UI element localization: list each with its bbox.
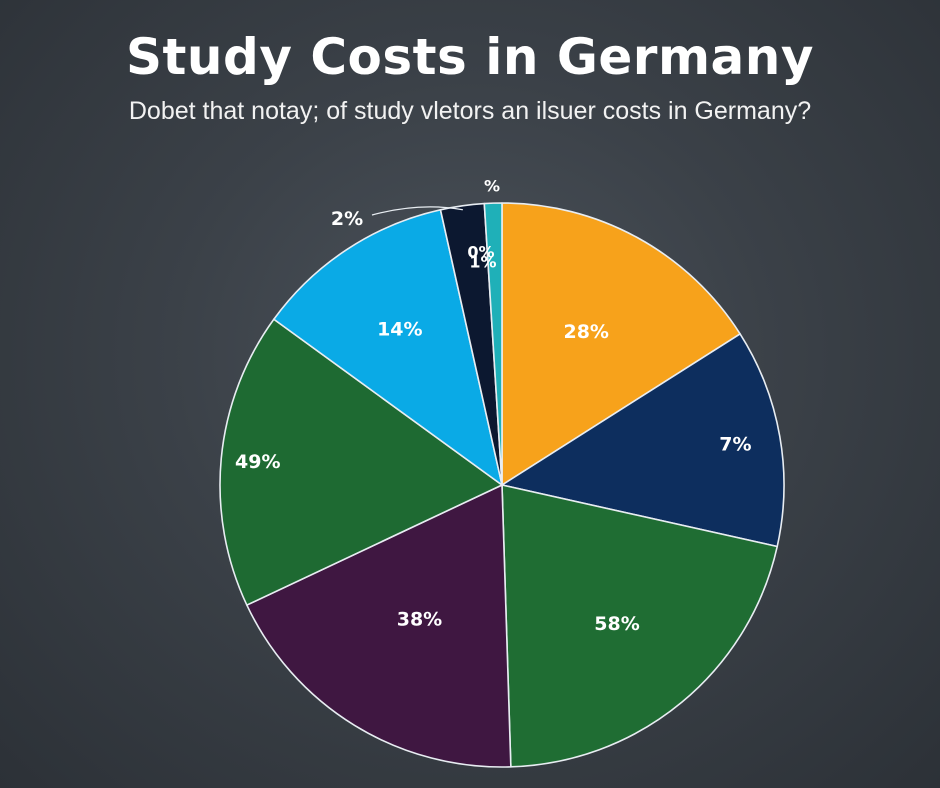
chart-title: Study Costs in Germany [126,28,814,86]
slice-label-5: 49% [235,451,280,473]
pie-slices [219,202,785,768]
pie-slice-5 [219,318,503,606]
slice-label-2: 7% [719,433,751,455]
pie-slice-3 [501,484,779,768]
chart-subtitle: Dobet that notay; of study vletors an il… [128,97,812,125]
extra-label-1: 0% [467,243,494,262]
pie-slice-4 [246,484,512,768]
slice-label-1: 28% [563,321,608,343]
pie-labels: 28% 7% 58% 38% 49% 14% 2% 1%0%% [235,177,751,636]
extra-label-2: % [484,177,500,196]
pie-slice-6 [273,208,503,486]
slice-label-6: 14% [377,318,422,340]
slice-label-4: 38% [397,609,442,631]
leader-line [371,206,463,216]
pie-slice-8 [483,202,503,486]
pie-slice-1 [501,202,741,486]
slice-label-8: 1% [469,253,496,272]
pie-slice-2 [501,333,785,548]
slice-label-7: 2% [331,208,363,230]
slice-label-3: 58% [594,613,639,635]
